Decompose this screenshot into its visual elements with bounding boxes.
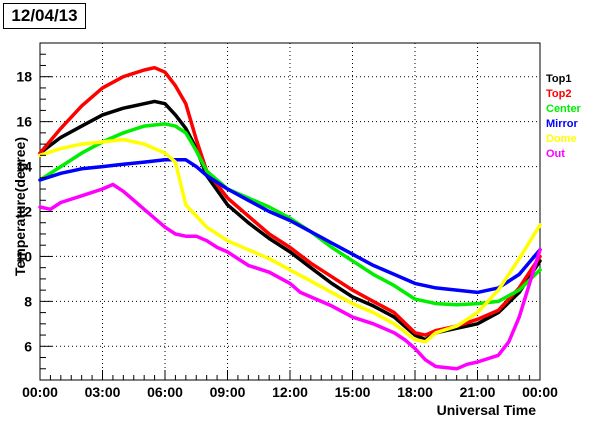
y-axis-label: Temperature(degree) bbox=[12, 137, 28, 276]
x-tick-label: 06:00 bbox=[147, 384, 183, 400]
y-tick-label: 14 bbox=[16, 159, 32, 175]
series-layer bbox=[38, 65, 542, 371]
legend-entry-top2: Top2 bbox=[546, 88, 572, 100]
legend-entry-top1: Top1 bbox=[546, 73, 572, 85]
legend-entry-out: Out bbox=[546, 148, 565, 160]
legend-entry-center: Center bbox=[546, 103, 581, 115]
y-tick-label: 18 bbox=[16, 69, 32, 85]
chart-title: 12/04/13 bbox=[3, 3, 86, 29]
y-tick-label: 12 bbox=[16, 204, 32, 220]
series-line-mirror bbox=[38, 158, 542, 295]
series-line-center bbox=[38, 122, 542, 307]
legend: Top1 Top2 Center Mirror Dome Out bbox=[546, 72, 594, 162]
legend-entry-dome: Dome bbox=[546, 133, 577, 145]
x-tick-label: 09:00 bbox=[210, 384, 246, 400]
y-tick-label: 8 bbox=[24, 293, 32, 309]
y-tick-label: 6 bbox=[24, 338, 32, 354]
series-line-dome bbox=[38, 137, 542, 344]
x-tick-label: 00:00 bbox=[522, 384, 558, 400]
ticks-layer: 00:00 03:00 06:00 09:00 12:00 15:00 18:00 21:00… bbox=[16, 53, 558, 400]
x-tick-label: 21:00 bbox=[460, 384, 496, 400]
y-tick-label: 10 bbox=[16, 248, 32, 264]
x-tick-label: 00:00 bbox=[22, 384, 58, 400]
x-axis-label: Universal Time bbox=[437, 402, 537, 418]
x-tick-label: 12:00 bbox=[272, 384, 308, 400]
y-tick-label: 16 bbox=[16, 114, 32, 130]
grid bbox=[40, 43, 540, 380]
series-line-out bbox=[38, 182, 542, 371]
x-tick-label: 15:00 bbox=[335, 384, 371, 400]
x-tick-label: 03:00 bbox=[85, 384, 121, 400]
x-tick-label: 18:00 bbox=[397, 384, 433, 400]
legend-entry-mirror: Mirror bbox=[546, 118, 578, 130]
